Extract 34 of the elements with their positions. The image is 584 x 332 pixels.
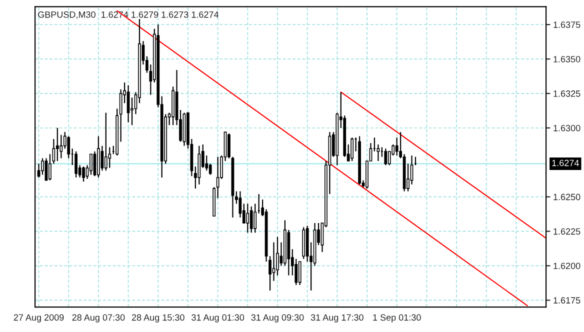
y-tick-label: 1.6325 — [554, 90, 580, 97]
candlestick — [56, 127, 59, 162]
y-tick-label: 1.6300 — [554, 124, 580, 132]
ref-line-label: 1.6274 — [552, 160, 579, 166]
y-tick-label: 1.6250 — [554, 194, 580, 200]
x-tick-label: 1 Sep 01:30 — [373, 314, 421, 322]
candlestick — [350, 137, 354, 162]
candlestick — [208, 163, 212, 176]
candlestick — [272, 242, 276, 282]
x-tick-label: 31 Aug 01:30 — [192, 314, 244, 322]
y-tick-label: 1.6175 — [554, 297, 580, 304]
candlestick — [74, 150, 78, 178]
x-tick-label: 28 Aug 15:30 — [132, 314, 184, 322]
y-tick-label: 1.6200 — [554, 262, 580, 270]
x-tick-label: 31 Aug 09:30 — [251, 314, 304, 322]
candlestick — [198, 145, 201, 185]
candlestick — [104, 112, 108, 172]
x-tick-label: 27 Aug 2009 — [14, 314, 64, 322]
y-tick-label: 1.6225 — [554, 228, 580, 235]
candlestick — [298, 261, 302, 286]
candlestick — [254, 203, 257, 234]
y-tick-label: 1.6375 — [554, 22, 580, 28]
candlestick — [37, 163, 40, 178]
candlestick — [82, 166, 85, 182]
y-tick-label: 1.6350 — [554, 56, 580, 62]
candlestick — [246, 203, 250, 234]
x-tick-label: 28 Aug 07:30 — [72, 314, 125, 322]
candlestick — [384, 148, 388, 166]
x-tick-label: 31 Aug 17:30 — [310, 314, 364, 322]
candlestick — [250, 206, 253, 234]
candlestick — [67, 136, 70, 159]
candlestick — [100, 145, 104, 172]
candlestick — [376, 144, 380, 162]
candlestick — [90, 154, 92, 176]
